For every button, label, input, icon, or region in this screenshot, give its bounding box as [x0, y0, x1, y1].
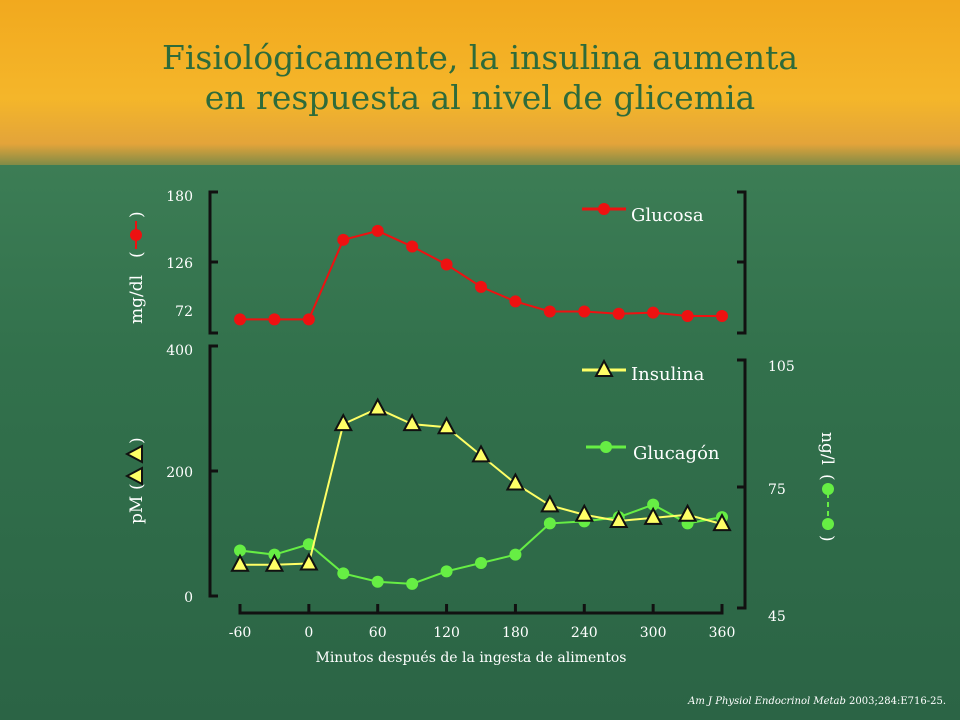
glucagon-point [647, 498, 660, 511]
glucosa-point [371, 224, 384, 237]
y-tick-0: 0 [184, 590, 193, 606]
y-tick-180: 180 [166, 189, 193, 205]
x-axis [238, 604, 724, 615]
glucosa-point [406, 240, 419, 253]
glucosa-point [440, 258, 453, 271]
insulina-point [436, 416, 457, 435]
glucagon-point [543, 517, 556, 530]
top-ylabel: mg/dl [127, 275, 147, 324]
slide-background [0, 165, 960, 720]
insulina-point [677, 503, 698, 522]
bottom-ylabel-marker-1 [124, 466, 143, 486]
insulina-point [402, 413, 422, 432]
y-tick-126: 126 [166, 256, 193, 272]
bottom-ylabel-group: pM ( ) [124, 437, 147, 524]
y-tick-200: 200 [166, 465, 193, 481]
x-tick-label: -60 [229, 625, 252, 641]
glucosa-point [543, 305, 556, 318]
legend-glucosa-marker [598, 203, 610, 215]
title-banner [0, 0, 960, 180]
x-tick-label: 120 [433, 625, 460, 641]
citation: Am J Physiol Endocrinol Metab 2003;284:E… [688, 696, 946, 707]
legend-glucagon-marker [600, 441, 612, 453]
glucosa-point [716, 310, 728, 322]
legend-glucosa-label: Glucosa [631, 205, 704, 226]
glucosa-point [337, 233, 350, 246]
glucosa-point [234, 313, 246, 326]
insulina-point [712, 513, 732, 532]
glucosa-point [302, 313, 315, 326]
right-ylabel-marker-1 [822, 483, 834, 495]
top-ylabel-paren-close: ) [127, 211, 147, 218]
glucagon-point [475, 557, 487, 569]
legend-glucagon-label: Glucagón [633, 443, 720, 464]
x-axis-title: Minutos después de la ingesta de aliment… [315, 650, 626, 666]
insulina-point [333, 413, 353, 432]
glucagon-point [440, 565, 453, 578]
glucosa-point [475, 280, 487, 293]
right-ylabel: ng/l [817, 432, 837, 465]
insulina-point [264, 553, 285, 572]
bottom-ylabel-paren-close: ) [127, 437, 147, 444]
x-tick-label: 0 [304, 625, 313, 641]
right-tick-75: 75 [768, 482, 786, 498]
legend-insulina: Insulina [582, 358, 705, 385]
glucosa-point [578, 305, 591, 318]
glucagon-point [509, 548, 522, 561]
glucosa-point [612, 307, 625, 320]
insulina-point [643, 506, 663, 525]
y-tick-72: 72 [175, 304, 193, 320]
insulina-point [505, 472, 526, 491]
legend-glucosa: Glucosa [582, 203, 704, 226]
legend-insulina-marker [594, 358, 614, 377]
top-ylabel-marker [130, 229, 142, 241]
top-ylabel-paren-open: ( [127, 251, 147, 258]
right-ylabel-paren-open: ( [817, 474, 837, 481]
insulina-point [471, 444, 491, 463]
glucagon-point [406, 577, 419, 590]
glucosa-point [647, 306, 660, 319]
glucosa-line [240, 229, 722, 321]
insulina-point [609, 509, 629, 528]
title-line-1: Fisiológicamente, la insulina aumenta [161, 38, 799, 77]
x-tick-label: 240 [571, 625, 598, 641]
insulina-point [574, 503, 594, 522]
legend-insulina-label: Insulina [631, 364, 705, 385]
y-tick-400: 400 [166, 343, 193, 359]
glucagon-point [371, 575, 384, 588]
right-ylabel-marker-2 [822, 518, 834, 530]
glucosa-point [509, 295, 522, 308]
glucosa-point [681, 310, 694, 322]
insulina-point [230, 553, 250, 572]
right-tick-105: 105 [768, 359, 795, 375]
bottom-ylabel: pM [127, 496, 147, 524]
right-ylabel-paren-close: ) [817, 535, 837, 542]
glucosa-point [268, 313, 281, 326]
x-tick-label: 300 [640, 625, 667, 641]
insulina-point [368, 397, 388, 416]
right-ylabel-group: ng/l ( ) [817, 432, 837, 542]
citation-ref: 2003;284:E716-25. [845, 696, 946, 707]
x-tick-label: 60 [369, 625, 387, 641]
x-axis-ticks: -60 0 60 120 180 240 300 360 [229, 604, 736, 641]
glucagon-point [337, 567, 350, 580]
x-tick-label: 360 [709, 625, 736, 641]
bottom-ylabel-paren-open: ( [127, 483, 147, 490]
slide-title: Fisiológicamente, la insulina aumenta en… [0, 38, 960, 118]
title-line-2: en respuesta al nivel de glicemia [204, 78, 756, 117]
bottom-ylabel-marker-2 [124, 444, 143, 464]
right-tick-45: 45 [768, 609, 786, 625]
citation-journal: Am J Physiol Endocrinol Metab [688, 696, 846, 707]
glucagon-point [234, 544, 246, 557]
bottom-right-axis [737, 358, 747, 610]
legend-glucagon: Glucagón [586, 441, 720, 464]
series-layer [230, 224, 732, 590]
insulina-point [299, 552, 319, 571]
insulina-point [540, 494, 560, 513]
x-tick-label: 180 [502, 625, 529, 641]
top-ylabel-group: mg/dl ( ) [127, 211, 147, 324]
